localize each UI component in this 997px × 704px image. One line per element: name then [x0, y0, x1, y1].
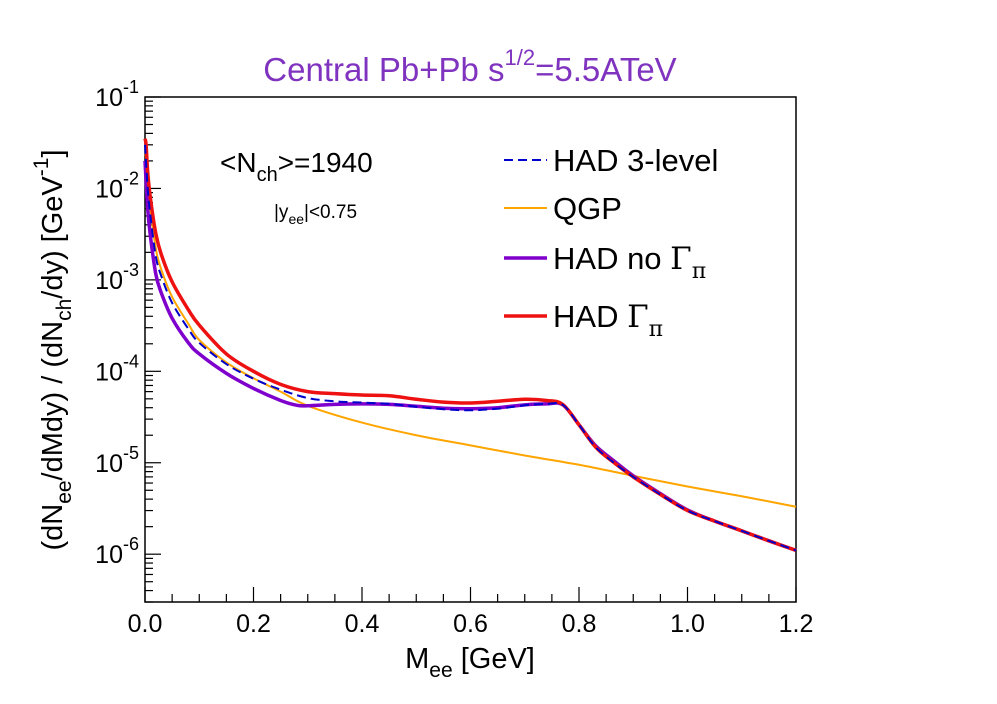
chart-title: Central Pb+Pb s1/2=5.5ATeV [263, 45, 676, 88]
legend: HAD 3-level QGP HAD no Γπ HAD Γπ [504, 143, 718, 342]
x-tick-label: 0.0 [128, 610, 163, 638]
x-axis-label: Mee [GeV] [405, 643, 535, 682]
y-tick-label: 10-2 [95, 168, 139, 203]
x-tick-label: 0.2 [236, 610, 271, 638]
x-tick-label: 0.8 [562, 610, 597, 638]
legend-label-had-gamma: HAD Γπ [553, 299, 663, 342]
series-qgp [144, 144, 797, 508]
y-tick-label: 10-6 [95, 534, 139, 569]
x-tick-label: 0.4 [345, 610, 380, 638]
series-had-no-gamma [143, 160, 797, 553]
y-tick-label: 10-5 [95, 443, 139, 478]
y-tick-label: 10-1 [95, 77, 139, 112]
y-tick-label: 10-3 [95, 260, 139, 295]
series-had-3-level [144, 144, 797, 552]
y-tick-label: 10-4 [95, 351, 139, 386]
series-had-gamma [143, 138, 797, 553]
legend-label-had-no-gamma: HAD no Γπ [553, 241, 706, 284]
axis-ticks: 0.0 0.2 0.4 0.6 0.8 1.0 1.2 10-1 10-2 10-3 10-4 10-… [95, 77, 813, 638]
annotation-rapidity: |yee|<0.75 [274, 202, 357, 227]
legend-label-had-3-level: HAD 3-level [553, 143, 718, 178]
annotation-nch: <Nch>=1940 [220, 147, 373, 186]
x-tick-label: 1.0 [670, 610, 705, 638]
x-tick-label: 0.6 [453, 610, 488, 638]
x-tick-label: 1.2 [779, 610, 814, 638]
series-lines [143, 138, 797, 553]
y-axis-label: (dNee/dMdy) / (dNch/dy) [GeV-1] [30, 149, 76, 550]
legend-label-qgp: QGP [553, 191, 622, 226]
